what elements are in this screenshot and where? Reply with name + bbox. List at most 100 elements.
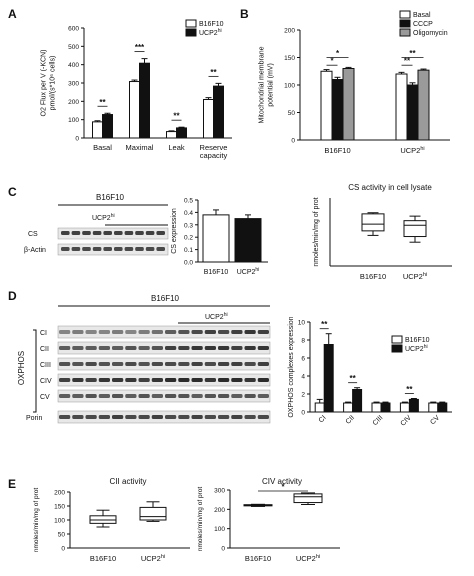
blot-d-band-r1-l8	[165, 346, 177, 350]
chart-b-ylabel-0: Mitochondrial membrane	[259, 46, 266, 123]
chart-e-cii-xlabel-1-sup: hi	[161, 554, 165, 560]
blot-d-header: B16F10	[151, 294, 180, 303]
blot-d-band-r2-l7	[151, 362, 163, 366]
blot-d-band-r2-l0	[59, 362, 71, 366]
blot-d-band-r1-l13	[231, 346, 243, 350]
blot-d-row-label-5: Porin	[26, 415, 42, 422]
chart-c-bar-xlabel-0-base: B16F10	[204, 269, 229, 276]
blot-d-band-r4-l4	[112, 394, 124, 398]
blot-d-row-label-4: CV	[40, 394, 50, 401]
chart-e-cii-xlabel-0-base: B16F10	[90, 554, 116, 563]
blot-d-band-r3-l11	[204, 378, 216, 382]
blot-d-band-r2-l12	[218, 362, 230, 366]
blot-d-band-r4-l5	[125, 394, 137, 398]
panel-letter-a: A	[8, 7, 17, 21]
blot-d-band-r1-l11	[204, 346, 216, 350]
chart-e-cii-y-tick-label-0: 0	[61, 546, 65, 553]
blot-c-cs-band-1	[71, 231, 81, 235]
chart-d-xlabel-3: CIV	[400, 414, 413, 427]
blot-d-band-r2-l10	[191, 362, 203, 366]
chart-d-bar-s0-c1	[343, 402, 354, 413]
western-blot-d: B16F10 UCP2hi OXPHOS CI CII CIII CIV CV Porin	[17, 294, 271, 424]
blot-d-band-r5-l3	[98, 415, 110, 419]
blot-c-actin-band-8	[145, 247, 155, 251]
blot-d-band-r1-l7	[151, 346, 163, 350]
chart-d-legend-swatch-1	[391, 344, 403, 353]
chart-d-sig-1-label: **	[349, 374, 356, 383]
chart-e-cii-y-tick-label-1: 50	[58, 532, 66, 539]
blot-d-band-r1-l5	[125, 346, 137, 350]
chart-c-bar-y-tick-label-4: 0.4	[184, 210, 193, 217]
blot-d-row-label-2: CIII	[40, 362, 51, 369]
chart-d-y-tick-label-3: 6	[301, 356, 305, 363]
blot-d-band-r2-l8	[165, 362, 177, 366]
chart-c-box-xlabel-1-sup: hi	[423, 272, 427, 278]
blot-d-band-r0-l14	[244, 330, 256, 334]
chart-a-bar-s1-c0	[102, 114, 113, 139]
chart-a-legend-sup-1: hi	[218, 28, 222, 34]
chart-e-civ-sig-label: *	[281, 482, 285, 491]
blot-c-cs-band-2	[82, 231, 91, 235]
chart-a-bar-s1-c2	[176, 127, 187, 139]
blot-c-cs-band-8	[145, 231, 155, 235]
blot-d-band-r3-l14	[244, 378, 256, 382]
chart-c-bar-xlabel-1: UCP2hi	[237, 267, 260, 276]
chart-e-civ-title: CIV activity	[262, 477, 302, 486]
chart-d-sig-0-label: **	[321, 320, 328, 329]
chart-a-legend-name-0: B16F10	[199, 21, 224, 28]
blot-c-actin-band-0	[61, 247, 70, 251]
blot-d-band-r5-l0	[59, 415, 71, 419]
blot-d-band-r4-l0	[59, 394, 71, 398]
blot-c-actin-band-7	[135, 247, 144, 251]
chart-d-legend-sup-1: hi	[424, 344, 428, 350]
chart-b-legend-swatch-0	[399, 10, 411, 19]
blot-d-band-r0-l0	[59, 330, 71, 334]
blot-d-band-r4-l10	[191, 394, 203, 398]
chart-c-bar-y-tick-label-5: 0.5	[184, 198, 193, 205]
blot-d-band-r4-l1	[72, 394, 84, 398]
chart-b-y-tick-label-0: 0	[291, 138, 295, 145]
chart-d-legend-label-1: UCP2hi	[405, 344, 428, 353]
chart-c-bar-y-tick-label-2: 0.2	[184, 235, 193, 242]
blot-d-band-r1-l0	[59, 346, 71, 350]
chart-c-box-ylabel-0: nmoles/min/mg of prot	[313, 197, 320, 266]
blot-d-band-r0-l4	[112, 330, 124, 334]
chart-d-bar-s1-c2	[380, 402, 391, 413]
blot-d-band-r3-l5	[125, 378, 137, 382]
western-blot-c: B16F10 UCP2hi CS β-Actin	[24, 193, 169, 256]
chart-e-cii-y-tick-label-4: 200	[54, 490, 65, 497]
chart-d-legend-swatch-0	[391, 335, 403, 344]
chart-e-civ-xlabel-1-sup: hi	[316, 554, 320, 560]
chart-a-y-tick-label-4: 400	[68, 62, 79, 69]
chart-c-box-xlabel-0: B16F10	[360, 272, 386, 281]
chart-a-xlabel-0-0: Basal	[93, 143, 112, 152]
blot-d-band-r5-l9	[178, 415, 190, 419]
chart-b-xlabel-1-sup: hi	[420, 146, 424, 152]
chart-e-civ-xlabel-0: B16F10	[245, 554, 271, 563]
chart-a-sig-1-label: ***	[135, 43, 145, 52]
blot-d-band-r3-l6	[138, 378, 150, 382]
blot-c-actin-band-3	[92, 247, 102, 251]
chart-b-bar-s1-c0	[331, 79, 344, 141]
chart-b-bar-s0-c0	[320, 70, 333, 141]
chart-d-y-tick-label-1: 2	[301, 392, 305, 399]
panel-letter-b: B	[240, 7, 249, 21]
blot-c-actin-band-4	[103, 247, 112, 251]
blot-c-actin-band-9	[156, 247, 165, 251]
chart-b-membrane-potential: 0 50 100 150 200 Mitochondrial membrane potent…	[259, 10, 450, 155]
blot-d-band-r0-l1	[72, 330, 84, 334]
blot-d-band-r1-l4	[112, 346, 124, 350]
chart-c-bar-y-tick-label-3: 0.3	[184, 222, 193, 229]
blot-d-strip-5	[57, 410, 271, 424]
blot-d-row-label-0: CI	[40, 330, 47, 337]
chart-a-bar-s0-c2	[166, 131, 177, 139]
chart-d-y-tick-label-0: 0	[301, 410, 305, 417]
chart-a-ylabel-0: O2 Flux per V (-KCN)	[41, 50, 48, 117]
blot-d-band-r0-l12	[218, 330, 230, 334]
blot-d-band-r3-l12	[218, 378, 230, 382]
chart-b-y-tick-label-1: 50	[288, 110, 296, 117]
chart-d-bar-s0-c4	[428, 402, 439, 413]
chart-b-sig-high-1-label: **	[409, 49, 416, 58]
chart-c-box-title: CS activity in cell lysate	[348, 183, 432, 192]
blot-d-band-r3-l0	[59, 378, 71, 382]
